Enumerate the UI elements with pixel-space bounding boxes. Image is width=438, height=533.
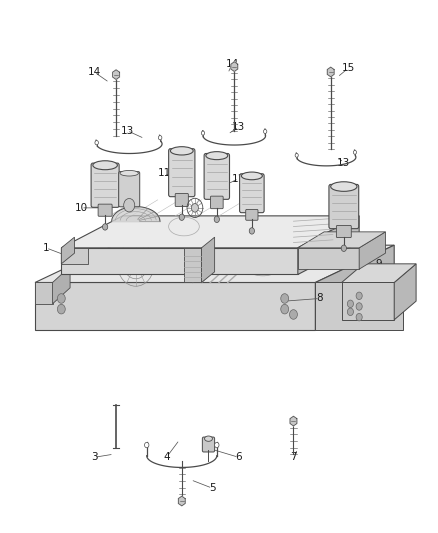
Text: 1: 1	[42, 243, 49, 253]
Circle shape	[264, 130, 267, 133]
Ellipse shape	[120, 171, 138, 176]
FancyBboxPatch shape	[169, 149, 195, 197]
Polygon shape	[342, 282, 394, 320]
Circle shape	[95, 141, 99, 145]
Text: 11: 11	[158, 168, 171, 178]
Polygon shape	[61, 216, 359, 248]
Polygon shape	[231, 62, 238, 71]
Polygon shape	[290, 416, 297, 426]
FancyBboxPatch shape	[329, 184, 359, 229]
Circle shape	[290, 310, 297, 319]
Text: 14: 14	[88, 67, 101, 77]
Text: 12: 12	[186, 219, 199, 229]
Circle shape	[191, 204, 198, 212]
Text: 15: 15	[342, 63, 355, 73]
Polygon shape	[35, 282, 315, 330]
Circle shape	[281, 304, 289, 314]
Polygon shape	[394, 264, 416, 320]
Polygon shape	[61, 248, 298, 274]
Circle shape	[214, 216, 219, 223]
FancyBboxPatch shape	[210, 196, 223, 208]
Ellipse shape	[241, 172, 262, 180]
Circle shape	[179, 214, 184, 221]
Circle shape	[145, 442, 149, 448]
Circle shape	[249, 228, 254, 234]
Text: 13: 13	[120, 126, 134, 135]
FancyBboxPatch shape	[202, 437, 215, 452]
Polygon shape	[35, 245, 394, 282]
Circle shape	[57, 294, 65, 303]
Polygon shape	[298, 216, 359, 274]
Ellipse shape	[206, 152, 228, 160]
Polygon shape	[178, 496, 185, 506]
Circle shape	[356, 313, 362, 321]
Circle shape	[356, 292, 362, 300]
Text: 10: 10	[74, 203, 88, 213]
Ellipse shape	[170, 147, 193, 155]
Polygon shape	[184, 248, 201, 282]
Circle shape	[356, 303, 362, 310]
Circle shape	[347, 308, 353, 316]
FancyBboxPatch shape	[119, 172, 140, 207]
Text: 5: 5	[209, 483, 216, 493]
Polygon shape	[61, 248, 88, 264]
Ellipse shape	[331, 182, 357, 191]
Text: 8: 8	[316, 294, 323, 303]
Circle shape	[215, 442, 219, 448]
FancyBboxPatch shape	[204, 154, 230, 199]
Polygon shape	[61, 237, 74, 264]
Circle shape	[295, 154, 298, 157]
Ellipse shape	[205, 436, 212, 441]
Text: 11: 11	[232, 174, 245, 183]
Circle shape	[353, 150, 357, 154]
Polygon shape	[298, 232, 385, 248]
Text: 3: 3	[91, 453, 98, 462]
Polygon shape	[359, 232, 385, 269]
Text: 13: 13	[232, 122, 245, 132]
Text: 9: 9	[266, 232, 273, 242]
Circle shape	[102, 224, 108, 230]
Polygon shape	[53, 266, 70, 304]
FancyBboxPatch shape	[98, 204, 112, 216]
Ellipse shape	[93, 161, 117, 169]
Polygon shape	[298, 248, 359, 269]
Circle shape	[347, 300, 353, 308]
Text: 14: 14	[226, 59, 239, 69]
Circle shape	[124, 198, 135, 212]
Text: 13: 13	[337, 158, 350, 167]
FancyBboxPatch shape	[246, 209, 258, 220]
Text: 6: 6	[235, 453, 242, 462]
Text: 4: 4	[163, 453, 170, 462]
Circle shape	[281, 294, 289, 303]
Circle shape	[341, 245, 346, 252]
Text: 9: 9	[121, 222, 128, 231]
Polygon shape	[342, 264, 416, 282]
Polygon shape	[327, 67, 334, 77]
FancyBboxPatch shape	[336, 225, 351, 238]
FancyBboxPatch shape	[240, 174, 264, 213]
FancyBboxPatch shape	[175, 193, 188, 206]
FancyBboxPatch shape	[91, 163, 119, 207]
Circle shape	[57, 304, 65, 314]
Polygon shape	[201, 237, 215, 282]
Polygon shape	[113, 70, 120, 79]
Text: 7: 7	[290, 453, 297, 462]
Text: 9: 9	[375, 259, 382, 269]
Circle shape	[159, 135, 162, 140]
Polygon shape	[315, 245, 394, 330]
Polygon shape	[315, 282, 403, 330]
Circle shape	[201, 131, 205, 135]
Polygon shape	[35, 282, 53, 304]
